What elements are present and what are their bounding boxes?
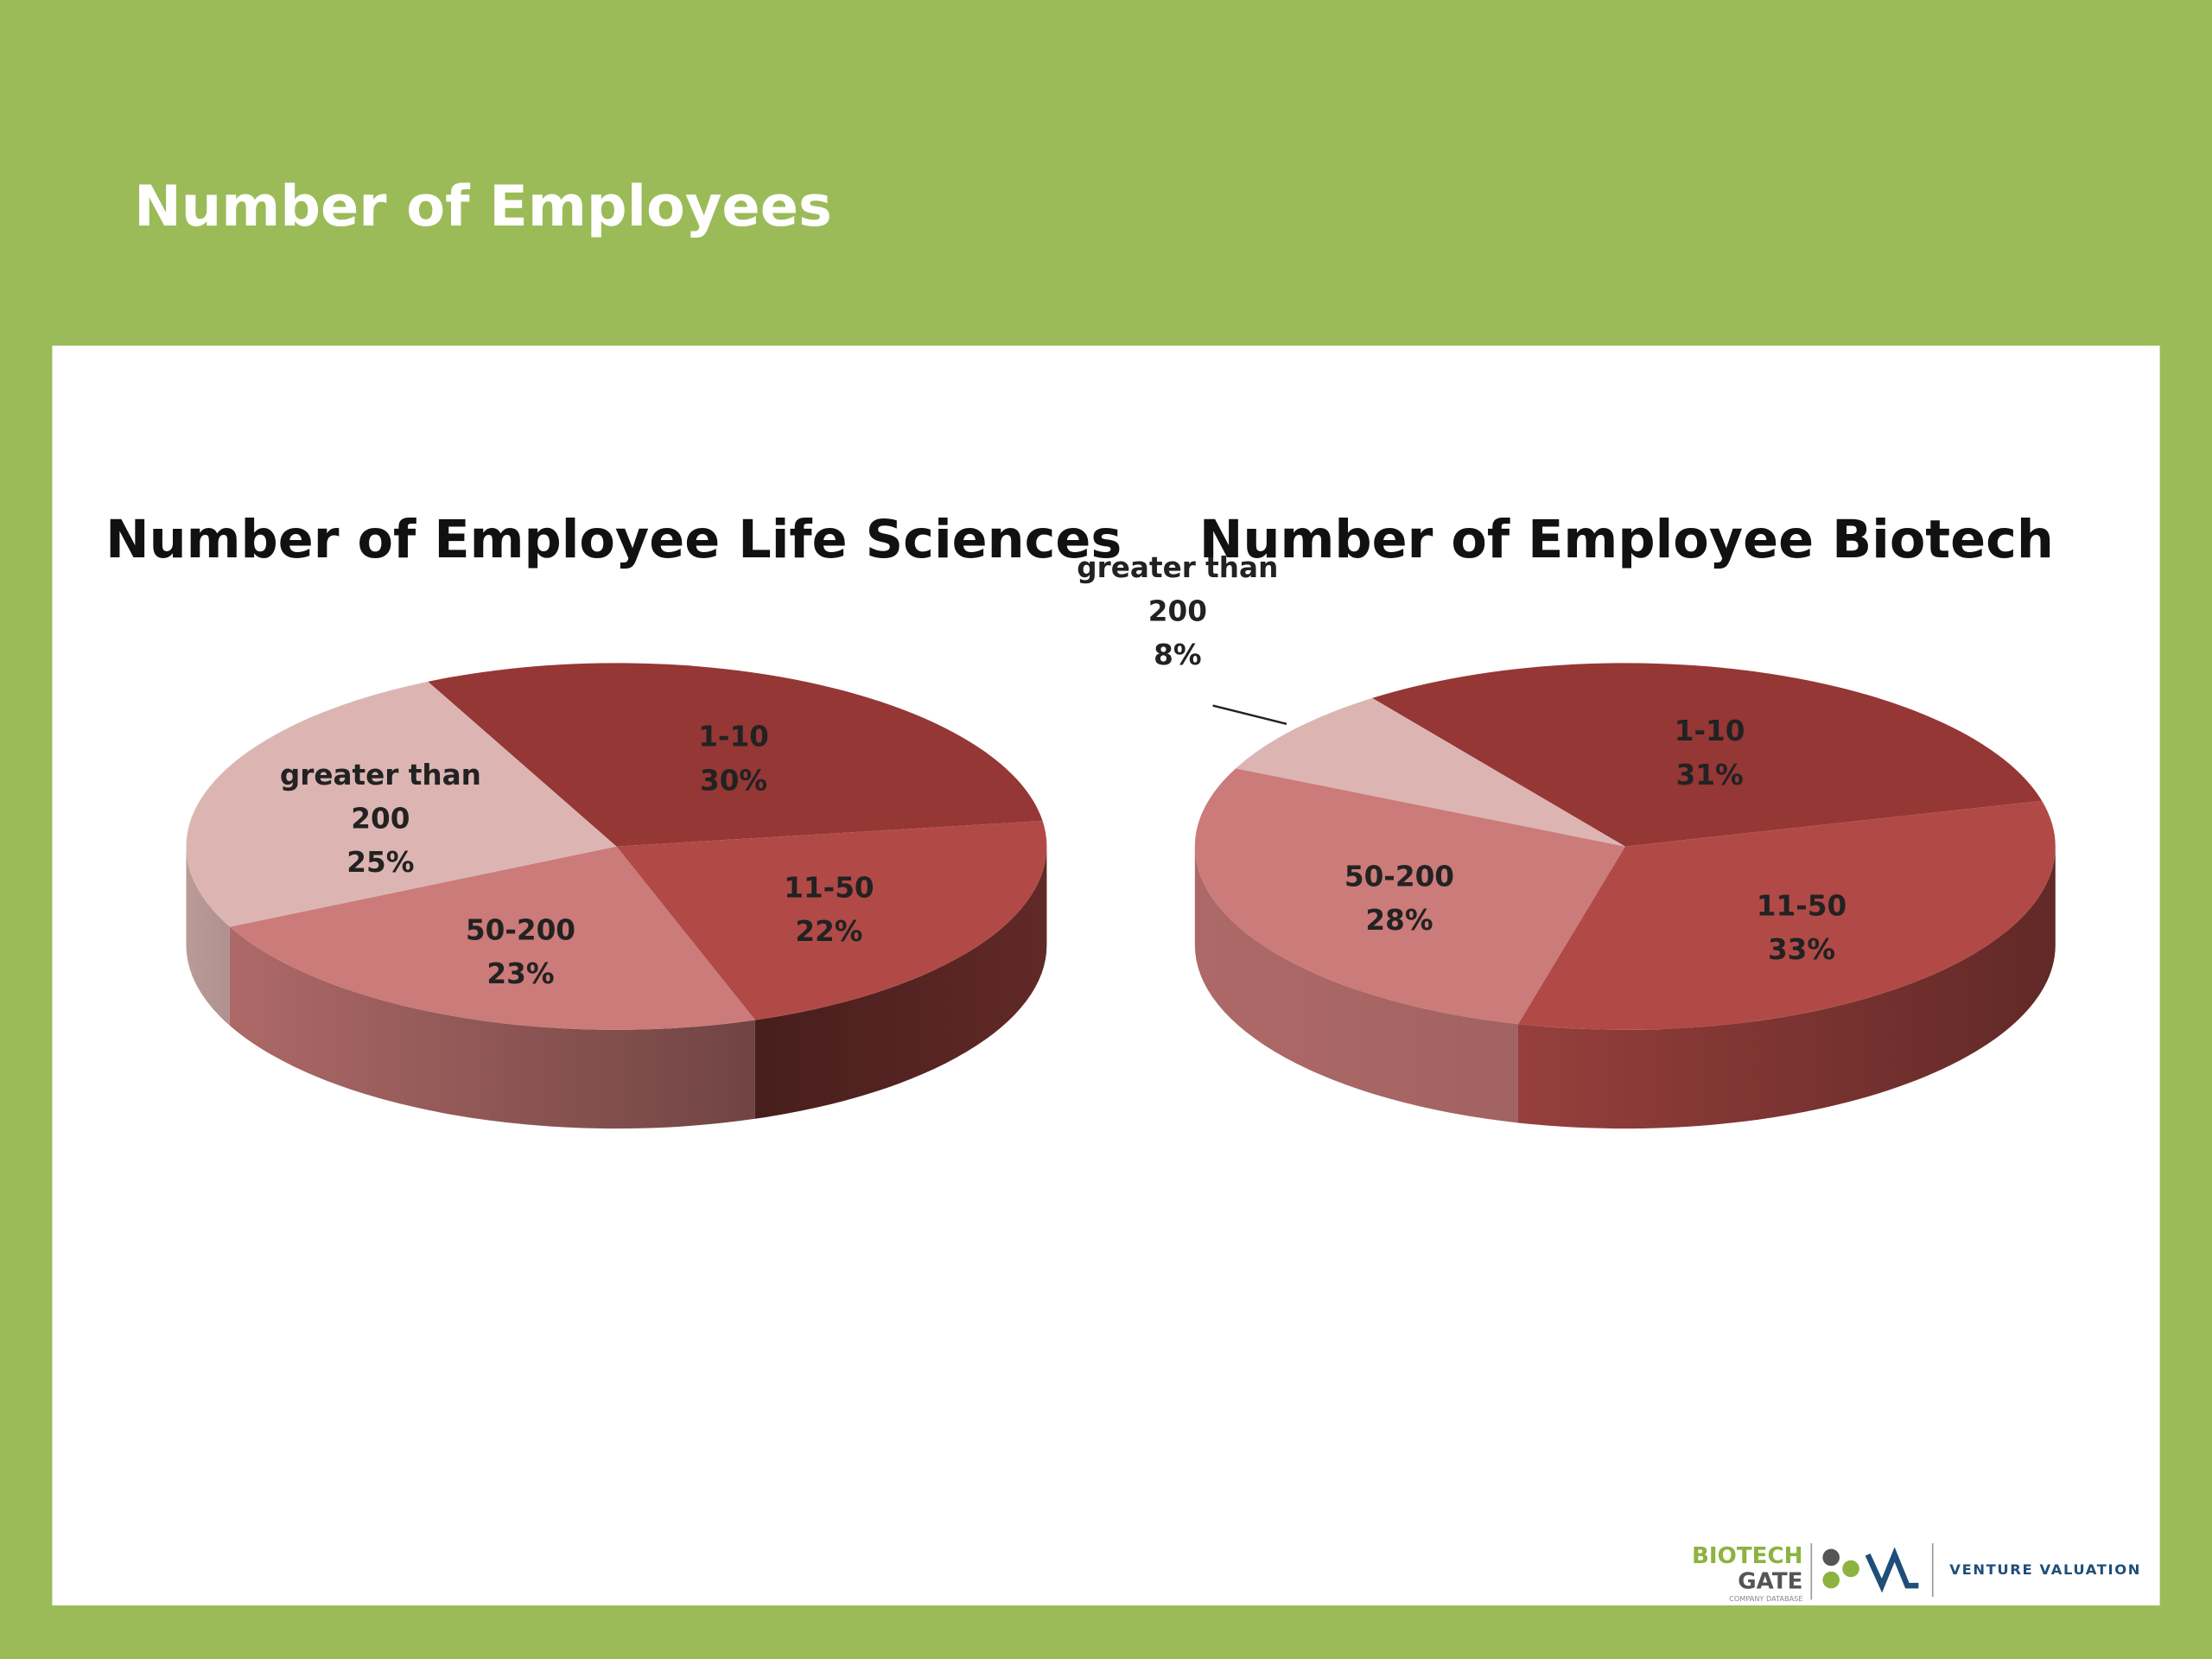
pie-slice: [616, 821, 1047, 1020]
data-label: 11-50 33%: [1696, 851, 1908, 1007]
logo-dot: [1822, 1571, 1840, 1589]
pie-slice: [1236, 697, 1625, 847]
footer-logo: BIOTECH GATE COMPANY DATABASE VENTURE VA…: [1692, 1543, 2141, 1603]
pie-slice: [1372, 663, 2043, 847]
pie-chart: Number of Employee Life Sciences1-1030%1…: [105, 510, 1122, 1129]
pie-slice: [229, 846, 755, 1030]
data-label: greater than 200 8%: [1071, 533, 1283, 689]
pie-side: [1517, 846, 2056, 1129]
brand-bottom: GATE: [1738, 1568, 1802, 1594]
data-label: 50-200 28%: [1294, 821, 1505, 976]
value-label: 28%: [1365, 903, 1433, 938]
category-label: 50-200: [465, 912, 576, 946]
value-label: 22%: [795, 913, 863, 948]
pie-slice: [1517, 800, 2056, 1030]
category-label: 1-10: [698, 720, 769, 754]
brand-top: BIOTECH: [1692, 1543, 1802, 1569]
data-label: 1-10 30%: [628, 682, 840, 837]
data-label: 50-200 23%: [415, 874, 626, 1030]
partner: VENTURE VALUATION: [1949, 1561, 2141, 1578]
charts: Number of Employee Life Sciences1-1030%1…: [105, 510, 2056, 1129]
logo-mark: [1865, 1547, 1919, 1593]
value-label: 23%: [486, 956, 555, 990]
pie-slice: [186, 681, 617, 927]
label-box: 50-200 23%: [415, 874, 626, 1030]
category-label: 1-10: [1674, 714, 1745, 748]
data-label: 11-50 22%: [723, 831, 935, 987]
value-label: 30%: [699, 763, 768, 798]
label-box: greater than 200 8%: [1071, 533, 1283, 689]
logo-dot: [1822, 1548, 1840, 1567]
category-label: greater than 200: [1077, 550, 1279, 627]
category-label: 50-200: [1344, 859, 1455, 893]
data-label: greater than 200 25%: [275, 741, 486, 897]
value-label: 31%: [1675, 757, 1744, 791]
brand-sub: COMPANY DATABASE: [1729, 1594, 1802, 1603]
pie-side: [1194, 846, 1518, 1123]
chart-title: Number of Employee Life Sciences: [105, 510, 1122, 570]
pie-side: [754, 846, 1047, 1119]
chart-title: Number of Employee Biotech: [1199, 510, 2054, 570]
label-box: 1-10 31%: [1604, 676, 1815, 831]
category-label: greater than 200: [279, 757, 481, 836]
slide-title: Number of Employees: [134, 174, 832, 239]
pie-side: [229, 926, 755, 1129]
pie-slice: [1194, 768, 1625, 1025]
leader-line: [1212, 704, 1287, 725]
value-label: 25%: [346, 844, 415, 880]
value-label: 8%: [1154, 637, 1202, 671]
category-label: 11-50: [784, 869, 874, 904]
label-box: 11-50 22%: [723, 831, 935, 987]
category-label: 11-50: [1756, 889, 1847, 924]
pie-chart: Number of Employee Biotech 1-10 31% 11-50 33…: [1071, 510, 2056, 1129]
label-box: 1-10 30%: [628, 682, 840, 837]
data-label: 1-10 31%: [1604, 676, 1815, 831]
label-box: 11-50 33%: [1696, 851, 1908, 1007]
label-box: 50-200 28%: [1294, 821, 1505, 976]
value-label: 33%: [1767, 932, 1836, 967]
pie-slice: [428, 663, 1043, 847]
logo-dot: [1842, 1560, 1859, 1578]
label-box: greater than 200 25%: [275, 741, 486, 897]
pie-side: [186, 846, 230, 1026]
